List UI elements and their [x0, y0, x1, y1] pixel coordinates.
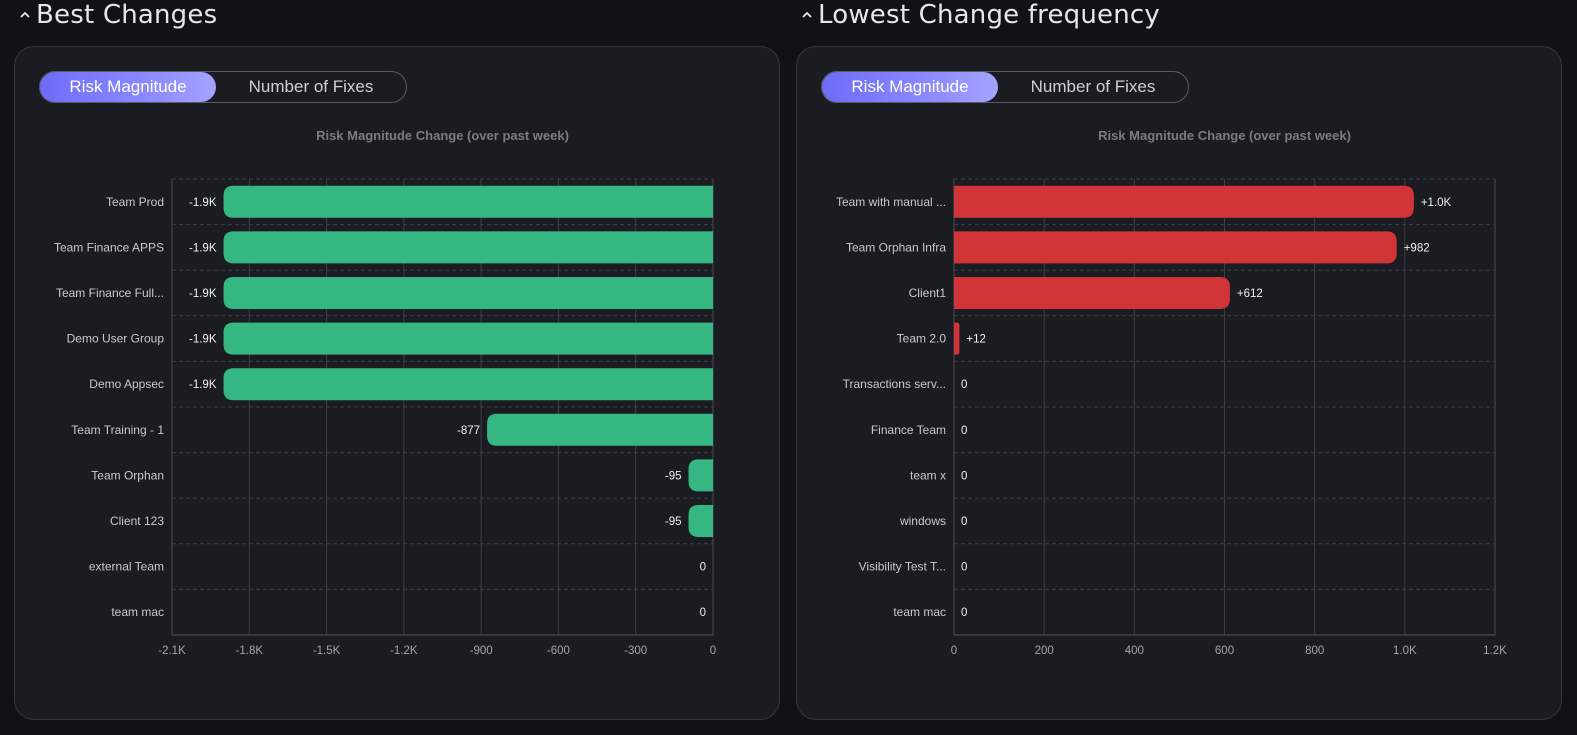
best-changes-panel: Risk Magnitude Number of Fixes Risk Magn…: [14, 46, 780, 720]
x-tick-label: -300: [624, 645, 647, 657]
data-label: 0: [700, 562, 706, 574]
x-tick-label: -2.1K: [158, 645, 186, 657]
bar[interactable]: [688, 505, 713, 537]
data-label: 0: [961, 425, 967, 437]
category-label: Client1: [909, 286, 947, 300]
category-label: team mac: [111, 605, 164, 619]
lowest-change-frequency-section: Lowest Change frequency Risk Magnitude N…: [796, 0, 1577, 735]
data-label: -1.9K: [189, 288, 217, 300]
data-label: -1.9K: [189, 379, 217, 391]
x-tick-label: 0: [710, 645, 716, 657]
category-label: Team Orphan: [91, 468, 164, 482]
data-label: -1.9K: [189, 242, 217, 254]
bar[interactable]: [223, 277, 713, 309]
category-label: team mac: [893, 605, 946, 619]
toggle-risk-magnitude[interactable]: Risk Magnitude: [822, 72, 998, 102]
category-label: external Team: [89, 560, 164, 574]
category-label: Team Prod: [106, 195, 164, 209]
data-label: +982: [1404, 242, 1430, 254]
toggle-number-of-fixes[interactable]: Number of Fixes: [1030, 77, 1156, 96]
data-label: -877: [457, 425, 480, 437]
toggle-number-of-fixes[interactable]: Number of Fixes: [248, 77, 374, 96]
category-label: Client 123: [110, 514, 164, 528]
bar[interactable]: [487, 413, 713, 446]
category-label: Finance Team: [871, 423, 946, 437]
category-label: Team Training - 1: [71, 423, 164, 437]
section-title: Lowest Change frequency: [818, 0, 1161, 30]
chevron-up-icon: [802, 11, 812, 18]
metric-toggle: Risk Magnitude Number of Fixes: [821, 71, 1189, 103]
bar[interactable]: [223, 368, 713, 401]
bar[interactable]: [688, 459, 713, 492]
lowest-change-frequency-header[interactable]: Lowest Change frequency: [800, 0, 1160, 30]
chevron-up-icon: [20, 11, 30, 18]
data-label: 0: [961, 607, 967, 619]
x-tick-label: 600: [1215, 645, 1234, 657]
chart-title: Risk Magnitude Change (over past week): [316, 128, 569, 143]
category-label: Team 2.0: [897, 332, 947, 346]
category-label: team x: [910, 468, 946, 482]
risk-magnitude-chart: Risk Magnitude Change (over past week) -2…: [54, 128, 716, 657]
category-label: Transactions serv...: [843, 377, 946, 391]
bar[interactable]: [954, 277, 1230, 309]
chart-title: Risk Magnitude Change (over past week): [1098, 128, 1351, 143]
x-tick-label: -600: [547, 645, 570, 657]
data-label: -95: [665, 516, 682, 528]
category-label: Team Orphan Infra: [846, 240, 946, 254]
data-label: -1.9K: [189, 197, 217, 209]
category-label: Team with manual ...: [836, 195, 946, 209]
bar[interactable]: [954, 231, 1397, 264]
x-tick-label: -1.8K: [236, 645, 264, 657]
data-label: 0: [961, 470, 967, 482]
data-label: +1.0K: [1421, 197, 1452, 209]
x-tick-label: 800: [1305, 645, 1324, 657]
bar[interactable]: [954, 185, 1414, 218]
data-label: -95: [665, 470, 682, 482]
data-label: -1.9K: [189, 334, 217, 346]
section-title: Best Changes: [36, 0, 218, 30]
best-changes-header[interactable]: Best Changes: [18, 0, 217, 30]
category-label: Team Finance APPS: [54, 240, 164, 254]
x-tick-label: -900: [470, 645, 493, 657]
x-tick-label: 400: [1125, 645, 1144, 657]
risk-magnitude-chart: Risk Magnitude Change (over past week) 0 2…: [836, 128, 1507, 657]
x-tick-label: 1.0K: [1393, 645, 1417, 657]
data-label: 0: [961, 516, 967, 528]
x-tick-label: -1.2K: [390, 645, 418, 657]
bar[interactable]: [954, 322, 960, 355]
data-label: 0: [961, 379, 967, 391]
x-tick-label: 1.2K: [1483, 645, 1507, 657]
data-label: 0: [961, 562, 967, 574]
lowest-change-frequency-panel: Risk Magnitude Number of Fixes Risk Magn…: [796, 46, 1562, 720]
category-label: Visibility Test T...: [859, 560, 946, 574]
category-label: windows: [899, 514, 946, 528]
category-label: Team Finance Full...: [56, 286, 164, 300]
best-changes-section: Best Changes Risk Magnitude Number of Fi…: [14, 0, 798, 735]
data-label: 0: [700, 607, 706, 619]
x-tick-label: 0: [951, 645, 957, 657]
metric-toggle: Risk Magnitude Number of Fixes: [39, 71, 407, 103]
category-label: Demo Appsec: [89, 377, 164, 391]
x-tick-label: 200: [1035, 645, 1054, 657]
category-label: Demo User Group: [67, 332, 165, 346]
bar[interactable]: [223, 185, 713, 218]
bar[interactable]: [223, 231, 713, 264]
data-label: +12: [966, 334, 986, 346]
toggle-risk-magnitude[interactable]: Risk Magnitude: [40, 72, 216, 102]
data-label: +612: [1237, 288, 1263, 300]
x-tick-label: -1.5K: [313, 645, 341, 657]
bar[interactable]: [223, 322, 713, 355]
